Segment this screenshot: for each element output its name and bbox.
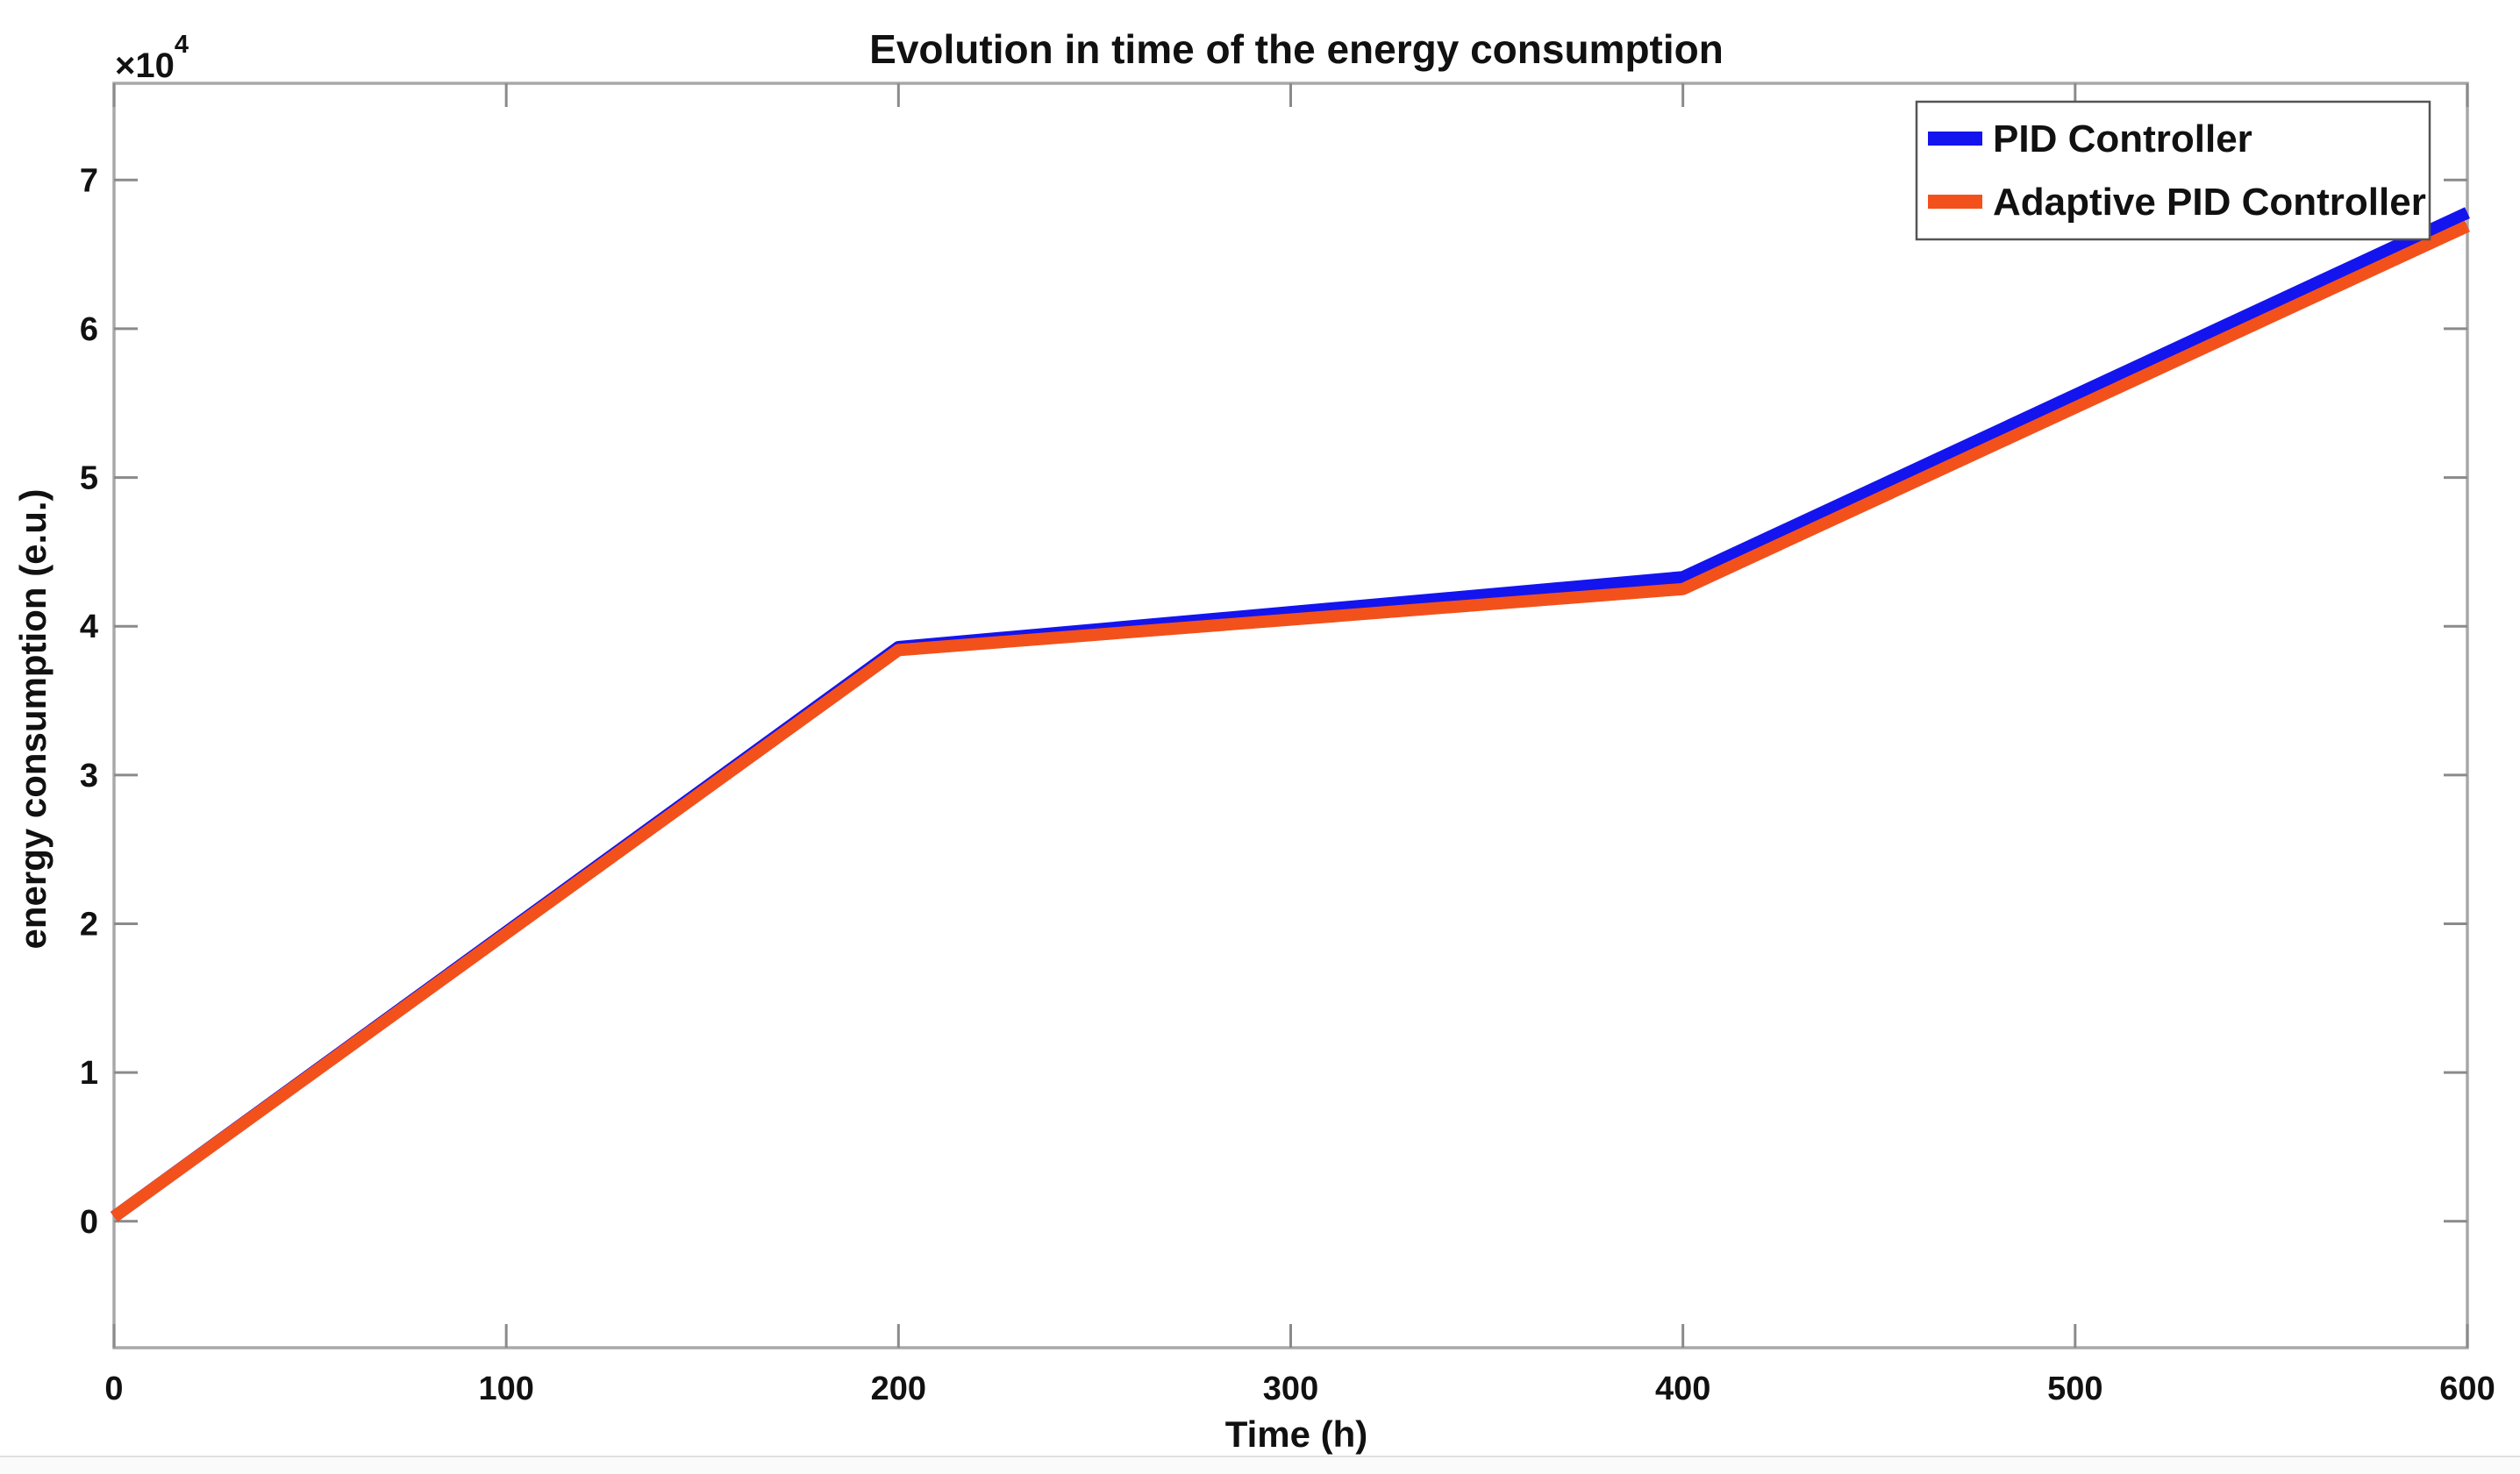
x-tick-label-300: 300 (1263, 1371, 1318, 1407)
axis-box (112, 82, 2469, 1349)
y-axis-multiplier-base: ×10 (115, 46, 175, 85)
series-line-adaptive-pid-controller (110, 220, 2470, 1222)
y-axis-multiplier-exponent: 4 (175, 31, 189, 59)
legend-box (1915, 100, 2431, 241)
y-tick-label-0: 0 (80, 1204, 98, 1241)
y-tick-label-1: 1 (80, 1055, 98, 1092)
x-tick-label-600: 600 (2439, 1371, 2495, 1407)
x-axis-label: Time (h) (1225, 1413, 1368, 1455)
x-tick-label-100: 100 (478, 1371, 533, 1407)
chart-title: Evolution in time of the energy consumpt… (869, 26, 1724, 72)
y-axis-multiplier: ×104 (115, 31, 189, 85)
y-tick-label-7: 7 (80, 162, 98, 199)
legend-label-pid-controller: PID Controller (1993, 117, 2252, 160)
y-tick-label-2: 2 (80, 907, 98, 944)
y-axis-label: energy consumption (e.u.) (12, 488, 54, 949)
x-tick-label-200: 200 (871, 1371, 926, 1407)
legend: PID Controller Adaptive PID Controller (1915, 100, 2431, 241)
legend-label-adaptive-pid-controller: Adaptive PID Controller (1993, 181, 2426, 224)
y-tick-label-3: 3 (80, 758, 98, 794)
y-tick-label-6: 6 (80, 311, 98, 348)
x-tick-label-0: 0 (104, 1371, 123, 1407)
plot-area: 0 100 200 300 400 500 600 0 1 2 3 4 5 6 7 (80, 82, 2495, 1407)
y-tick-label-4: 4 (80, 609, 98, 645)
legend-swatches (1928, 132, 1982, 209)
series-line-pid-controller (110, 207, 2470, 1222)
y-tick-label-5: 5 (80, 460, 98, 497)
footer-strip (0, 1457, 2520, 1474)
x-tick-label-400: 400 (1655, 1371, 1710, 1407)
window-bottom-edge (0, 1456, 2520, 1474)
x-tick-label-500: 500 (2047, 1371, 2102, 1407)
